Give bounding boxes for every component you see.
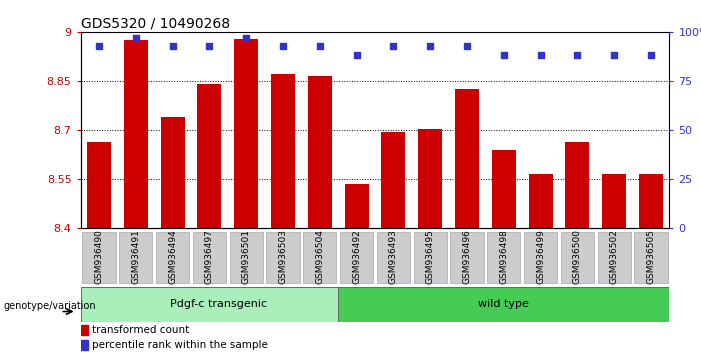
Bar	[271, 74, 295, 228]
FancyBboxPatch shape	[193, 232, 226, 283]
FancyBboxPatch shape	[156, 232, 189, 283]
Bar	[566, 142, 590, 228]
Bar	[602, 174, 626, 228]
Text: GSM936491: GSM936491	[131, 229, 140, 284]
Point	[240, 35, 252, 41]
Bar	[198, 84, 222, 228]
Text: GSM936498: GSM936498	[499, 229, 508, 284]
Bar	[161, 117, 184, 228]
Bar	[492, 150, 516, 228]
Point	[535, 53, 546, 58]
Text: GSM936499: GSM936499	[536, 229, 545, 284]
Point	[167, 43, 178, 48]
FancyBboxPatch shape	[304, 232, 336, 283]
FancyBboxPatch shape	[266, 232, 299, 283]
Point	[646, 53, 657, 58]
Point	[278, 43, 289, 48]
Bar	[87, 142, 111, 228]
Point	[498, 53, 510, 58]
Text: GSM936494: GSM936494	[168, 229, 177, 284]
Text: Pdgf-c transgenic: Pdgf-c transgenic	[170, 299, 267, 309]
Bar	[308, 76, 332, 228]
Text: GDS5320 / 10490268: GDS5320 / 10490268	[81, 17, 230, 31]
Bar	[639, 174, 663, 228]
FancyBboxPatch shape	[338, 287, 669, 322]
Text: GSM936504: GSM936504	[315, 229, 325, 284]
Text: GSM936495: GSM936495	[426, 229, 435, 284]
Text: GSM936493: GSM936493	[389, 229, 398, 284]
FancyBboxPatch shape	[598, 232, 631, 283]
Point	[204, 43, 215, 48]
Point	[314, 43, 325, 48]
Text: percentile rank within the sample: percentile rank within the sample	[92, 340, 268, 350]
FancyBboxPatch shape	[230, 232, 263, 283]
Point	[425, 43, 436, 48]
Point	[572, 53, 583, 58]
Text: GSM936503: GSM936503	[278, 229, 287, 284]
Bar	[81, 325, 88, 335]
Text: GSM936500: GSM936500	[573, 229, 582, 284]
Text: GSM936490: GSM936490	[95, 229, 104, 284]
FancyBboxPatch shape	[340, 232, 373, 283]
Point	[351, 53, 362, 58]
Text: GSM936496: GSM936496	[463, 229, 472, 284]
Text: GSM936501: GSM936501	[242, 229, 251, 284]
FancyBboxPatch shape	[119, 232, 152, 283]
Text: transformed count: transformed count	[92, 325, 189, 335]
FancyBboxPatch shape	[377, 232, 410, 283]
Text: wild type: wild type	[478, 299, 529, 309]
Text: GSM936502: GSM936502	[610, 229, 619, 284]
FancyBboxPatch shape	[83, 232, 116, 283]
Bar	[529, 174, 552, 228]
Text: GSM936492: GSM936492	[352, 229, 361, 284]
Text: GSM936497: GSM936497	[205, 229, 214, 284]
Bar	[381, 132, 405, 228]
FancyBboxPatch shape	[451, 232, 484, 283]
Text: genotype/variation: genotype/variation	[4, 301, 96, 311]
Point	[461, 43, 472, 48]
FancyBboxPatch shape	[487, 232, 520, 283]
Bar	[345, 184, 369, 228]
FancyBboxPatch shape	[81, 287, 338, 322]
Bar	[418, 130, 442, 228]
Bar	[455, 89, 479, 228]
Bar	[124, 40, 148, 228]
Point	[388, 43, 399, 48]
Bar	[81, 339, 88, 350]
Point	[93, 43, 104, 48]
FancyBboxPatch shape	[524, 232, 557, 283]
Point	[130, 35, 142, 41]
Text: GSM936505: GSM936505	[646, 229, 655, 284]
Bar	[234, 39, 258, 228]
FancyBboxPatch shape	[634, 232, 667, 283]
FancyBboxPatch shape	[414, 232, 447, 283]
FancyBboxPatch shape	[561, 232, 594, 283]
Point	[608, 53, 620, 58]
